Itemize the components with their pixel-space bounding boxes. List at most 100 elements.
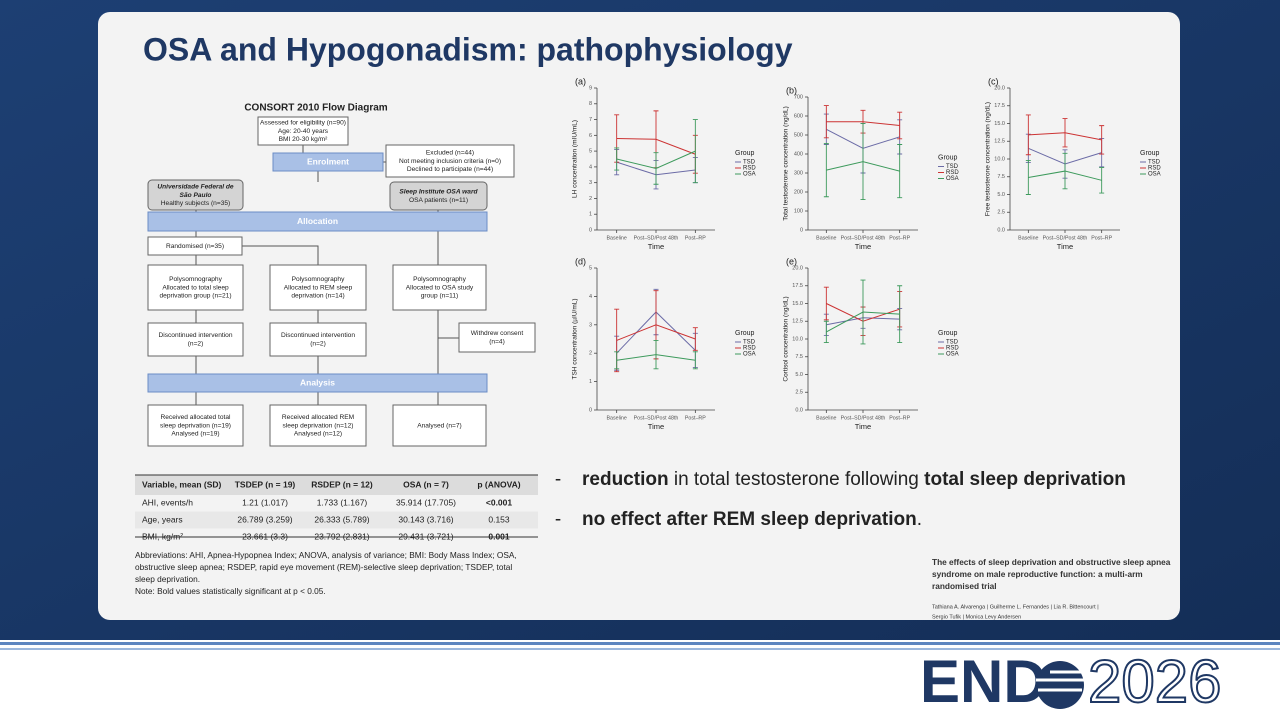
error-bar bbox=[1062, 118, 1068, 148]
bullet-dash: - bbox=[555, 469, 561, 490]
x-tick-label: Post–SD/Post 48th bbox=[841, 415, 886, 421]
y-tick-label: 6 bbox=[589, 133, 592, 139]
y-tick-label: 9 bbox=[589, 85, 592, 91]
legend-label: TSD bbox=[743, 160, 756, 166]
error-bar bbox=[860, 279, 866, 345]
bullet: no effect after REM sleep deprivation. bbox=[582, 509, 922, 530]
flow-text: Age: 20-40 years bbox=[278, 128, 329, 135]
flow-text: Not meeting inclusion criteria (n=0) bbox=[399, 158, 501, 165]
x-axis-label: Time bbox=[648, 422, 664, 431]
bullet-dash: - bbox=[555, 509, 561, 530]
table-header: RSDEP (n = 12) bbox=[311, 479, 373, 489]
error-bar bbox=[692, 119, 698, 184]
legend-title: Group bbox=[1140, 150, 1160, 157]
flow-connectors bbox=[195, 145, 459, 405]
error-bar bbox=[1062, 152, 1068, 190]
flow-box bbox=[147, 236, 243, 256]
y-tick-label: 3 bbox=[589, 180, 592, 186]
y-tick-label: 7.5 bbox=[795, 354, 803, 360]
x-tick-label: Post–SD/Post 48th bbox=[634, 235, 679, 241]
x-tick-label: Post–RP bbox=[685, 235, 706, 241]
table-cell: BMI, kg/m² bbox=[142, 531, 183, 541]
table-header: Variable, mean (SD) bbox=[142, 479, 222, 489]
flow-text: Received allocated REM bbox=[282, 414, 354, 421]
flow-box bbox=[269, 404, 367, 447]
y-tick-label: 2.5 bbox=[997, 210, 1005, 216]
flow-box bbox=[458, 322, 536, 353]
x-tick-label: Baseline bbox=[816, 415, 836, 421]
x-tick-label: Post–RP bbox=[1091, 235, 1112, 241]
logo: END 2026 bbox=[920, 647, 1222, 716]
citation-title: syndrome on male reproductive function: … bbox=[932, 569, 1143, 579]
citation-title: The effects of sleep deprivation and obs… bbox=[932, 557, 1171, 567]
error-bar bbox=[614, 351, 620, 370]
flow-box bbox=[392, 404, 487, 447]
y-tick-label: 0 bbox=[589, 227, 592, 233]
y-tick-label: 2.5 bbox=[795, 390, 803, 396]
x-tick-label: Post–SD/Post 48th bbox=[841, 235, 886, 241]
legend-title: Group bbox=[938, 330, 958, 337]
error-bar bbox=[897, 285, 903, 343]
flow-text: Polysomnography bbox=[169, 276, 222, 283]
flow-box bbox=[389, 181, 488, 211]
legend-label: OSA bbox=[743, 352, 756, 358]
flow-text: (n=2) bbox=[310, 340, 326, 347]
panel-label: (b) bbox=[786, 85, 797, 95]
legend-label: TSD bbox=[743, 340, 756, 346]
error-bar bbox=[897, 111, 903, 140]
footer-stripe bbox=[0, 648, 1280, 650]
y-tick-label: 15.0 bbox=[994, 121, 1005, 127]
table-header-bg bbox=[135, 475, 538, 495]
table-note: Note: Bold values statistically signific… bbox=[135, 586, 326, 596]
error-bar bbox=[823, 320, 829, 343]
table-cell: Age, years bbox=[142, 514, 183, 524]
y-tick-label: 600 bbox=[794, 113, 803, 119]
y-tick-label: 4 bbox=[589, 294, 592, 300]
legend-label: TSD bbox=[1148, 160, 1161, 166]
bullet-text: no effect after REM sleep deprivation bbox=[582, 509, 917, 530]
legend-label: OSA bbox=[1148, 172, 1161, 178]
x-tick-label: Post–SD/Post 48th bbox=[1043, 235, 1088, 241]
flow-text: Discontinued intervention bbox=[158, 332, 232, 339]
table-cell: 29.431 (3.721) bbox=[398, 531, 453, 541]
flow-text: Analysed (n=19) bbox=[171, 430, 219, 437]
logo-text: END bbox=[920, 648, 1047, 715]
y-axis-label: Free testosterone concentration (ng/dL) bbox=[985, 102, 992, 216]
y-tick-label: 1 bbox=[589, 212, 592, 218]
table-cell: AHI, events/h bbox=[142, 497, 193, 507]
flow-text: Allocation bbox=[297, 216, 338, 226]
bullet-text: . bbox=[917, 509, 922, 530]
legend-label: TSD bbox=[946, 164, 959, 170]
flow-text: deprivation group (n=21) bbox=[159, 292, 231, 299]
slide-title: OSA and Hypogonadism: pathophysiology bbox=[143, 31, 793, 67]
legend-label: RSD bbox=[946, 346, 959, 352]
flow-box bbox=[147, 322, 244, 357]
logo-globe bbox=[1036, 661, 1084, 709]
y-tick-label: 10.0 bbox=[994, 156, 1005, 162]
table-footnote: obstructive sleep apnea; RSDEP, rapid ey… bbox=[135, 562, 512, 572]
flow-text: São Paulo bbox=[180, 192, 212, 199]
flow-text: Sleep Institute OSA ward bbox=[399, 189, 478, 196]
y-tick-label: 8 bbox=[589, 101, 592, 107]
y-tick-label: 3 bbox=[589, 322, 592, 328]
citation-authors: Tathiana A. Alvarenga | Guilherme L. Fer… bbox=[932, 604, 1099, 610]
flow-text: Enrolment bbox=[307, 156, 349, 166]
logo-globe-lines bbox=[1036, 670, 1084, 692]
error-bar bbox=[823, 143, 829, 198]
table-footnote: Abbreviations: AHI, Apnea-Hypopnea Index… bbox=[135, 550, 517, 560]
flow-text: Randomised (n=35) bbox=[166, 243, 224, 250]
citation-title: randomised trial bbox=[932, 581, 997, 591]
y-tick-label: 100 bbox=[794, 208, 803, 214]
table-cell: 35.914 (17.705) bbox=[396, 497, 456, 507]
y-tick-label: 300 bbox=[794, 170, 803, 176]
legend-title: Group bbox=[938, 154, 958, 161]
y-axis-label: LH concentration (mIU/mL) bbox=[572, 120, 579, 198]
flow-text: Allocated to total sleep bbox=[162, 284, 229, 291]
y-tick-label: 1 bbox=[589, 379, 592, 385]
error-bar bbox=[1025, 159, 1031, 195]
flow-text: OSA patients (n=11) bbox=[409, 197, 468, 204]
flow-text: (n=2) bbox=[188, 340, 204, 347]
error-bar bbox=[692, 351, 698, 370]
flow-text: group (n=11) bbox=[421, 292, 458, 299]
flow-box bbox=[392, 264, 487, 311]
